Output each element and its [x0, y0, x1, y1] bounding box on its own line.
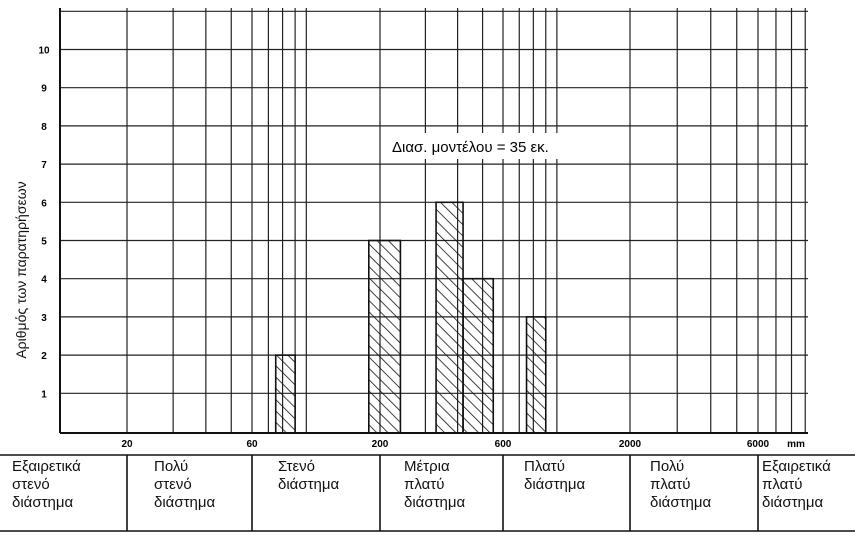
category-very-narrow: Πολύ στενό διάστημα [154, 458, 216, 511]
y-tick-label: 10 [38, 46, 50, 57]
category-wide: Πλατύ διάστημα [524, 458, 586, 493]
histogram-bar [274, 354, 296, 434]
y-axis-label: Αριθμός των παρατηρήσεων [13, 181, 29, 359]
x-tick-label: 60 [246, 439, 258, 450]
category-very-wide: Πολύ πλατύ διάστημα [650, 458, 712, 511]
histogram-bar [462, 277, 495, 434]
x-tick-label: 600 [495, 439, 512, 450]
histogram-bars [274, 201, 547, 434]
x-tick-label: 20 [121, 439, 133, 450]
x-tick-label: 2000 [619, 439, 642, 450]
histogram-bar [367, 239, 402, 434]
histogram-bar [525, 316, 547, 434]
histogram-bar [435, 201, 464, 434]
category-narrow: Στενό διάστημα [278, 458, 340, 493]
y-axis-label-wrap: Αριθμός των παρατηρήσεων [8, 120, 34, 420]
y-tick-label: 5 [41, 237, 47, 248]
y-tick-label: 1 [41, 389, 47, 400]
category-moderately-wide: Μέτρια πλατύ διάστημα [404, 458, 466, 511]
category-dividers [0, 454, 855, 532]
y-tick-label: 2 [41, 351, 47, 362]
x-tick-label: 200 [372, 439, 389, 450]
x-tick-label: 6000 [747, 439, 770, 450]
y-tick-label: 8 [41, 122, 47, 133]
y-tick-label: 9 [41, 84, 47, 95]
annotation-backdrop [388, 133, 594, 159]
y-tick-label: 4 [41, 275, 47, 286]
category-extremely-narrow: Εξαιρετικά στενό διάστημα [12, 458, 81, 511]
x-unit-label: mm [787, 439, 805, 450]
category-extremely-wide: Εξαιρετικά πλατύ διάστημα [762, 458, 831, 511]
axis-ticks: 1 2 3 4 5 6 7 8 9 10 20 60 200 600 2000 6000 mm [38, 46, 805, 451]
y-tick-label: 6 [41, 198, 47, 209]
y-tick-label: 7 [41, 160, 47, 171]
y-tick-label: 3 [41, 313, 47, 324]
grid-lines [59, 8, 808, 434]
model-size-annotation: Διασ. μοντέλου = 35 εκ. [392, 139, 549, 156]
